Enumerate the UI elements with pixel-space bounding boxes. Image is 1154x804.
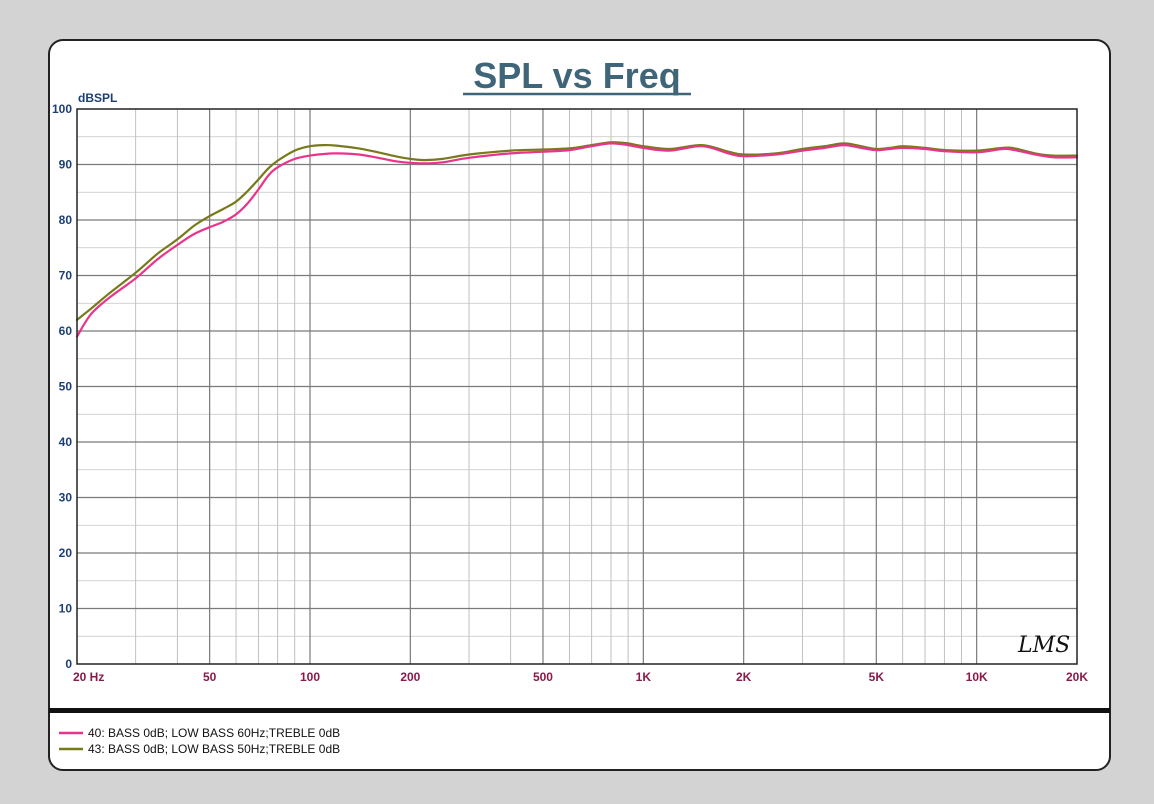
legend-entry: 40: BASS 0dB; LOW BASS 60Hz;TREBLE 0dB	[88, 726, 340, 740]
y-tick-label: 80	[59, 213, 73, 227]
legend-divider	[49, 708, 1110, 713]
x-tick-label: 2K	[736, 670, 752, 684]
major-gridlines	[77, 109, 1077, 664]
y-tick-label: 40	[59, 435, 73, 449]
y-tick-label: 0	[65, 657, 72, 671]
x-tick-label: 1K	[636, 670, 652, 684]
y-tick-label: 60	[59, 324, 73, 338]
series-line	[75, 141, 1079, 321]
x-tick-label: 20K	[1066, 670, 1088, 684]
plot-border	[76, 108, 1078, 665]
y-tick-label: 20	[59, 546, 73, 560]
y-tick-label: 70	[59, 269, 73, 283]
y-tick-label: 30	[59, 491, 73, 505]
y-tick-labels: 0 10 20 30 40 50 60 70 80 90 100	[52, 102, 72, 671]
chart-frame	[48, 39, 1111, 771]
x-tick-label: 200	[400, 670, 420, 684]
legend: 40: BASS 0dB; LOW BASS 60Hz;TREBLE 0dB 43…	[59, 726, 340, 756]
chart-title: SPL vs Freq	[473, 55, 680, 96]
x-tick-labels: 20 Hz 50 100 200 500 1K 2K 5K 10K 20K	[73, 670, 1088, 684]
x-tick-label: 20 Hz	[73, 670, 104, 684]
y-axis-label: dBSPL	[78, 91, 117, 105]
x-tick-label: 100	[300, 670, 320, 684]
series-lines	[75, 141, 1079, 338]
y-tick-label: 50	[59, 380, 73, 394]
y-tick-label: 100	[52, 102, 72, 116]
x-tick-label: 5K	[869, 670, 885, 684]
series-line	[75, 142, 1079, 338]
x-tick-label: 50	[203, 670, 217, 684]
y-tick-label: 10	[59, 602, 73, 616]
y-tick-label: 90	[59, 158, 73, 172]
x-tick-label: 10K	[966, 670, 988, 684]
lms-logo: LMS	[1017, 633, 1070, 658]
x-tick-label: 500	[533, 670, 553, 684]
legend-entry: 43: BASS 0dB; LOW BASS 50Hz;TREBLE 0dB	[88, 742, 340, 756]
